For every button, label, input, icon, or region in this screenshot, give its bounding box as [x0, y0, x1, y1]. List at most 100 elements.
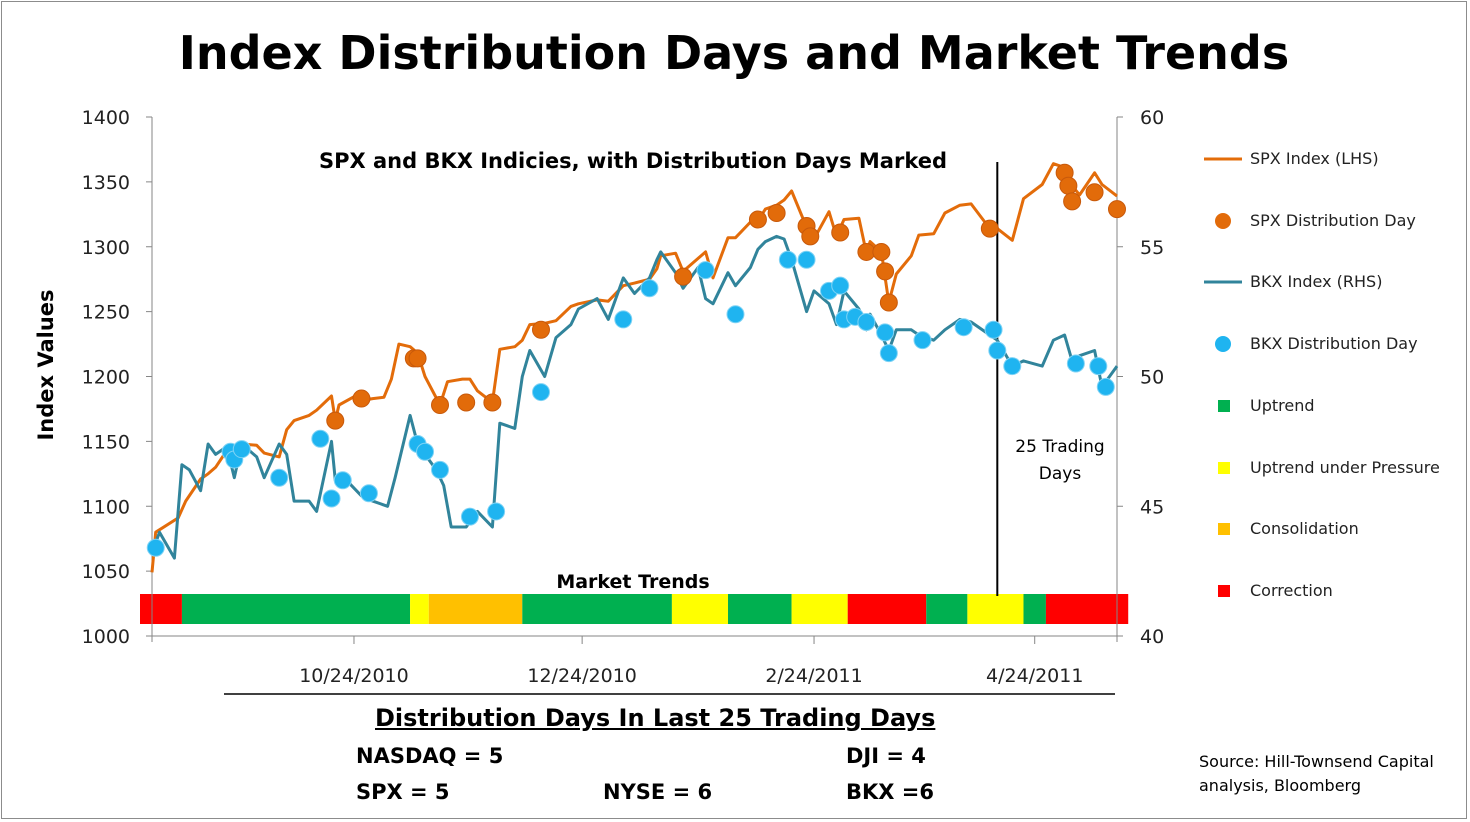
trend-segment: [847, 594, 927, 624]
distribution-spx: SPX = 5: [356, 780, 450, 804]
legend-swatch: [1218, 461, 1230, 474]
spx-distribution-marker: [1059, 176, 1078, 195]
bkx-distribution-marker: [1003, 357, 1022, 376]
trend-segment: [181, 594, 411, 624]
legend-swatch: [1218, 399, 1230, 412]
left-tick-label: 1400: [82, 107, 130, 129]
legend-square-swatch: [1218, 584, 1230, 597]
left-tick-label: 1250: [82, 302, 130, 324]
spx-distribution-marker: [431, 396, 450, 415]
trading-days-annotation: 25 Trading Days: [1015, 437, 1105, 484]
bkx-distribution-marker: [876, 323, 895, 342]
legend-swatch: [1204, 280, 1242, 284]
chart-subtitle: SPX and BKX Indicies, with Distribution …: [319, 149, 947, 173]
bkx-distribution-marker: [416, 442, 435, 461]
x-tick-label: 2/24/2011: [765, 665, 862, 687]
trend-segment: [522, 594, 672, 624]
x-tick-label: 4/24/2011: [986, 665, 1083, 687]
trend-segment: [140, 594, 182, 624]
left-tick-label: 1350: [82, 172, 130, 194]
spx-distribution-marker: [1085, 183, 1104, 202]
trend-segment: [926, 594, 968, 624]
bkx-distribution-marker: [988, 341, 1007, 360]
spx-distribution-marker: [801, 227, 820, 246]
bkx-distribution-marker: [1089, 357, 1108, 376]
distribution-dji: DJI = 4: [846, 744, 926, 768]
trend-segment: [1045, 594, 1129, 624]
bkx-distribution-marker: [333, 471, 352, 490]
right-tick-label: 55: [1140, 237, 1164, 259]
trend-segment: [671, 594, 729, 624]
bkx-distribution-marker: [1066, 354, 1085, 373]
spx-distribution-marker: [326, 411, 345, 430]
bkx-distribution-marker: [831, 276, 850, 295]
spx-distribution-marker: [408, 349, 427, 368]
distribution-nyse: NYSE = 6: [603, 780, 713, 804]
spx-distribution-marker: [857, 242, 876, 261]
left-tick-label: 1300: [82, 237, 130, 259]
legend-label: BKX Distribution Day: [1250, 334, 1418, 354]
legend-swatch: [1218, 584, 1230, 597]
spx-distribution-marker: [531, 320, 550, 339]
bkx-distribution-marker: [614, 310, 633, 329]
right-tick-label: 50: [1140, 367, 1164, 389]
spx-line: [150, 162, 1118, 573]
spx-distribution-marker: [457, 393, 476, 412]
trend-segment: [791, 594, 848, 624]
spx-distribution-marker: [674, 267, 693, 286]
x-tick-label: 12/24/2010: [527, 665, 637, 687]
trend-segment: [428, 594, 523, 624]
distribution-nasdaq: NASDAQ = 5: [356, 744, 504, 768]
bkx-distribution-marker: [640, 279, 659, 298]
legend-swatch: [1215, 212, 1231, 229]
distribution-bkx: BKX =6: [846, 780, 934, 804]
spx-distribution-marker: [483, 393, 502, 412]
legend-square-swatch: [1218, 399, 1230, 412]
legend-label: Uptrend: [1250, 395, 1315, 415]
legend-label: Consolidation: [1250, 519, 1359, 539]
bkx-distribution-marker: [270, 468, 289, 487]
spx-distribution-marker: [980, 219, 999, 238]
left-tick-label: 1000: [82, 626, 130, 648]
legend-label: Correction: [1250, 580, 1333, 600]
legend-swatch: [1204, 157, 1242, 161]
spx-distribution-marker: [872, 242, 891, 261]
bkx-distribution-marker: [460, 507, 479, 526]
bkx-distribution-marker: [913, 331, 932, 350]
legend-square-swatch: [1218, 523, 1230, 536]
legend-label: BKX Index (RHS): [1250, 272, 1383, 292]
trend-segment: [1023, 594, 1046, 624]
distribution-heading: Distribution Days In Last 25 Trading Day…: [375, 704, 936, 732]
bkx-distribution-marker: [778, 250, 797, 269]
right-tick-label: 45: [1140, 496, 1164, 518]
bkx-distribution-marker: [1096, 377, 1115, 396]
bkx-distribution-marker: [984, 320, 1003, 339]
left-tick-label: 1150: [82, 431, 130, 453]
spx-distribution-marker: [876, 262, 895, 281]
legend-label: SPX Index (LHS): [1250, 149, 1379, 168]
bkx-line: [150, 234, 1119, 560]
legend-swatch: [1215, 336, 1231, 353]
bkx-distribution-marker: [487, 502, 506, 521]
legend-label: SPX Distribution Day: [1250, 210, 1416, 230]
left-tick-label: 1100: [82, 496, 130, 518]
bkx-distribution-marker: [696, 261, 715, 280]
bkx-distribution-marker: [146, 538, 165, 557]
spx-distribution-marker: [748, 210, 767, 229]
source-note: Source: Hill-Townsend Capital analysis, …: [1199, 752, 1434, 795]
spx-distribution-marker: [767, 204, 786, 223]
bkx-distribution-marker: [232, 440, 251, 459]
market-trends-label: Market Trends: [556, 571, 709, 593]
legend-dot-swatch: [1215, 212, 1231, 229]
spx-distribution-marker: [1063, 192, 1082, 211]
y-axis-label: Index Values: [34, 289, 58, 440]
spx-distribution-marker: [831, 223, 850, 242]
trend-segment: [967, 594, 1024, 624]
bkx-distribution-marker: [797, 250, 816, 269]
bkx-distribution-marker: [322, 489, 341, 508]
bkx-distribution-marker: [726, 305, 745, 324]
legend-swatch: [1218, 523, 1230, 536]
chart-title: Index Distribution Days and Market Trend…: [178, 26, 1290, 80]
left-tick-label: 1050: [82, 561, 130, 583]
